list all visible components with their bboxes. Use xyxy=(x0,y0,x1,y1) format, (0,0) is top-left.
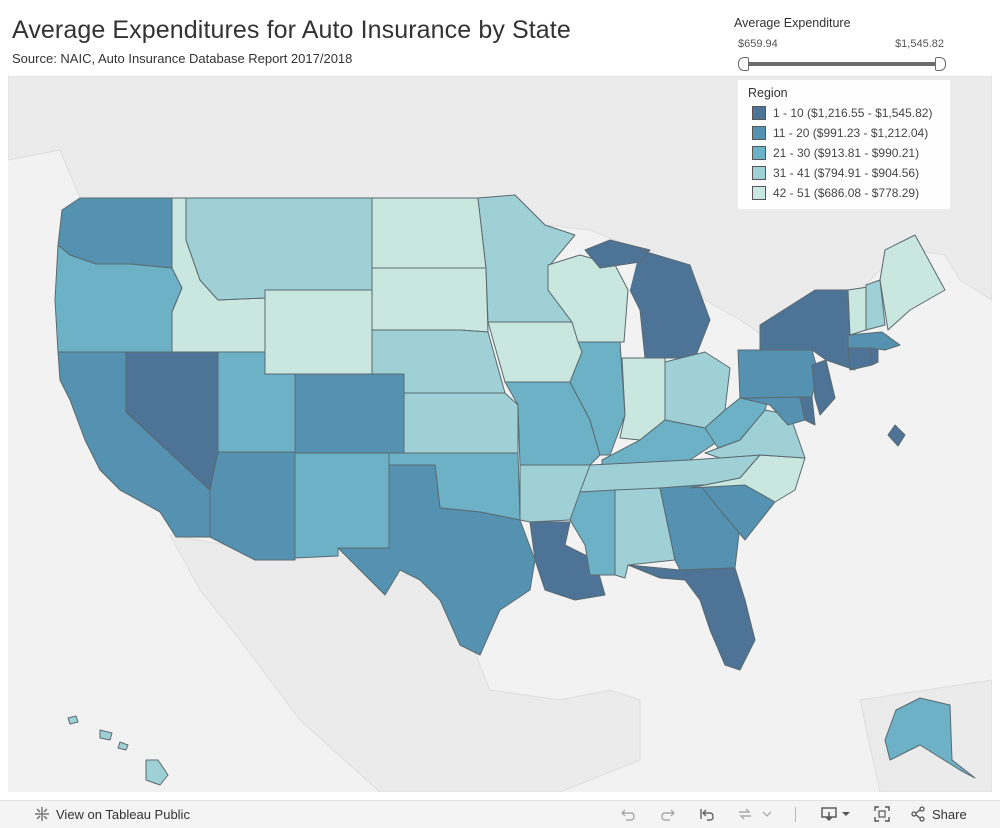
revert-icon xyxy=(700,809,714,821)
state-illinois[interactable] xyxy=(569,341,626,456)
view-on-tableau-public-link[interactable]: View on Tableau Public xyxy=(34,806,190,822)
undo-icon xyxy=(621,809,635,821)
share-icon xyxy=(911,806,925,822)
page-title: Average Expenditures for Auto Insurance … xyxy=(12,16,571,44)
state-wyoming[interactable] xyxy=(264,289,373,375)
state-arizona[interactable] xyxy=(209,451,296,561)
state-maine[interactable] xyxy=(879,234,946,331)
toolbar-separator xyxy=(795,807,796,822)
state-pennsylvania[interactable] xyxy=(737,349,819,399)
state-new-hampshire[interactable] xyxy=(865,279,886,331)
download-icon xyxy=(821,807,850,821)
download-button[interactable] xyxy=(820,804,852,824)
region-legend: Region 1 - 10 ($1,216.55 - $1,545.82) 11… xyxy=(738,80,950,209)
legend-item-tier-3[interactable]: 21 - 30 ($913.81 - $990.21) xyxy=(744,143,944,163)
states-layer xyxy=(54,194,976,786)
range-max-value: $1,545.82 xyxy=(895,38,944,50)
state-florida[interactable] xyxy=(627,564,756,671)
range-min-value: $659.94 xyxy=(738,38,778,50)
redo-button[interactable] xyxy=(658,804,678,824)
tableau-logo-icon xyxy=(35,807,49,821)
legend-swatch-tier-4 xyxy=(752,166,766,180)
legend-label-tier-4: 31 - 41 ($794.91 - $904.56) xyxy=(773,166,920,180)
page-subtitle: Source: NAIC, Auto Insurance Database Re… xyxy=(12,51,353,66)
legend-label-tier-1: 1 - 10 ($1,216.55 - $1,545.82) xyxy=(773,106,933,120)
legend-swatch-tier-5 xyxy=(752,186,766,200)
refresh-button[interactable] xyxy=(734,804,774,824)
legend-swatch-tier-3 xyxy=(752,146,766,160)
legend-item-tier-4[interactable]: 31 - 41 ($794.91 - $904.56) xyxy=(744,163,944,183)
state-massachusetts[interactable] xyxy=(847,331,901,351)
state-south-dakota[interactable] xyxy=(371,267,489,333)
state-colorado[interactable] xyxy=(294,373,405,454)
state-new-mexico[interactable] xyxy=(294,452,390,559)
legend-title: Region xyxy=(748,86,788,100)
legend-item-tier-1[interactable]: 1 - 10 ($1,216.55 - $1,545.82) xyxy=(744,103,944,123)
undo-button[interactable] xyxy=(618,804,638,824)
tableau-toolbar: View on Tableau Public Share xyxy=(0,800,1000,828)
state-district-of-columbia[interactable] xyxy=(887,424,906,447)
view-on-tableau-public-label: View on Tableau Public xyxy=(56,806,190,822)
legend-item-tier-2[interactable]: 11 - 20 ($991.23 - $1,212.04) xyxy=(744,123,944,143)
state-louisiana[interactable] xyxy=(529,521,606,601)
filter-label: Average Expenditure xyxy=(734,16,851,30)
share-button[interactable]: Share xyxy=(910,804,970,824)
redo-icon xyxy=(661,809,675,821)
state-north-dakota[interactable] xyxy=(371,197,487,269)
state-hawaii[interactable] xyxy=(67,715,169,786)
range-slider-min-handle[interactable] xyxy=(738,57,749,71)
state-kansas[interactable] xyxy=(403,392,519,454)
state-new-york[interactable] xyxy=(759,289,856,371)
legend-label-tier-3: 21 - 30 ($913.81 - $990.21) xyxy=(773,146,920,160)
legend-swatch-tier-2 xyxy=(752,126,766,140)
legend-label-tier-2: 11 - 20 ($991.23 - $1,212.04) xyxy=(773,126,929,140)
refresh-icon xyxy=(739,808,771,820)
legend-item-tier-5[interactable]: 42 - 51 ($686.08 - $778.29) xyxy=(744,183,944,203)
share-label: Share xyxy=(932,806,967,822)
state-alaska[interactable] xyxy=(884,697,976,779)
range-slider-max-handle[interactable] xyxy=(935,57,946,71)
state-texas[interactable] xyxy=(337,464,536,656)
state-vermont[interactable] xyxy=(847,286,869,336)
fullscreen-icon xyxy=(874,806,890,822)
state-iowa[interactable] xyxy=(487,321,583,383)
state-montana[interactable] xyxy=(185,197,373,301)
state-new-jersey[interactable] xyxy=(811,359,836,416)
state-rhode-island[interactable] xyxy=(869,347,879,366)
legend-swatch-tier-1 xyxy=(752,106,766,120)
state-west-virginia[interactable] xyxy=(704,397,769,449)
average-expenditure-filter: Average Expenditure $659.94 $1,545.82 xyxy=(734,16,948,71)
revert-button[interactable] xyxy=(697,804,717,824)
range-slider-track[interactable] xyxy=(743,62,941,66)
fullscreen-button[interactable] xyxy=(872,804,892,824)
legend-label-tier-5: 42 - 51 ($686.08 - $778.29) xyxy=(773,186,920,200)
state-north-carolina[interactable] xyxy=(689,454,806,503)
